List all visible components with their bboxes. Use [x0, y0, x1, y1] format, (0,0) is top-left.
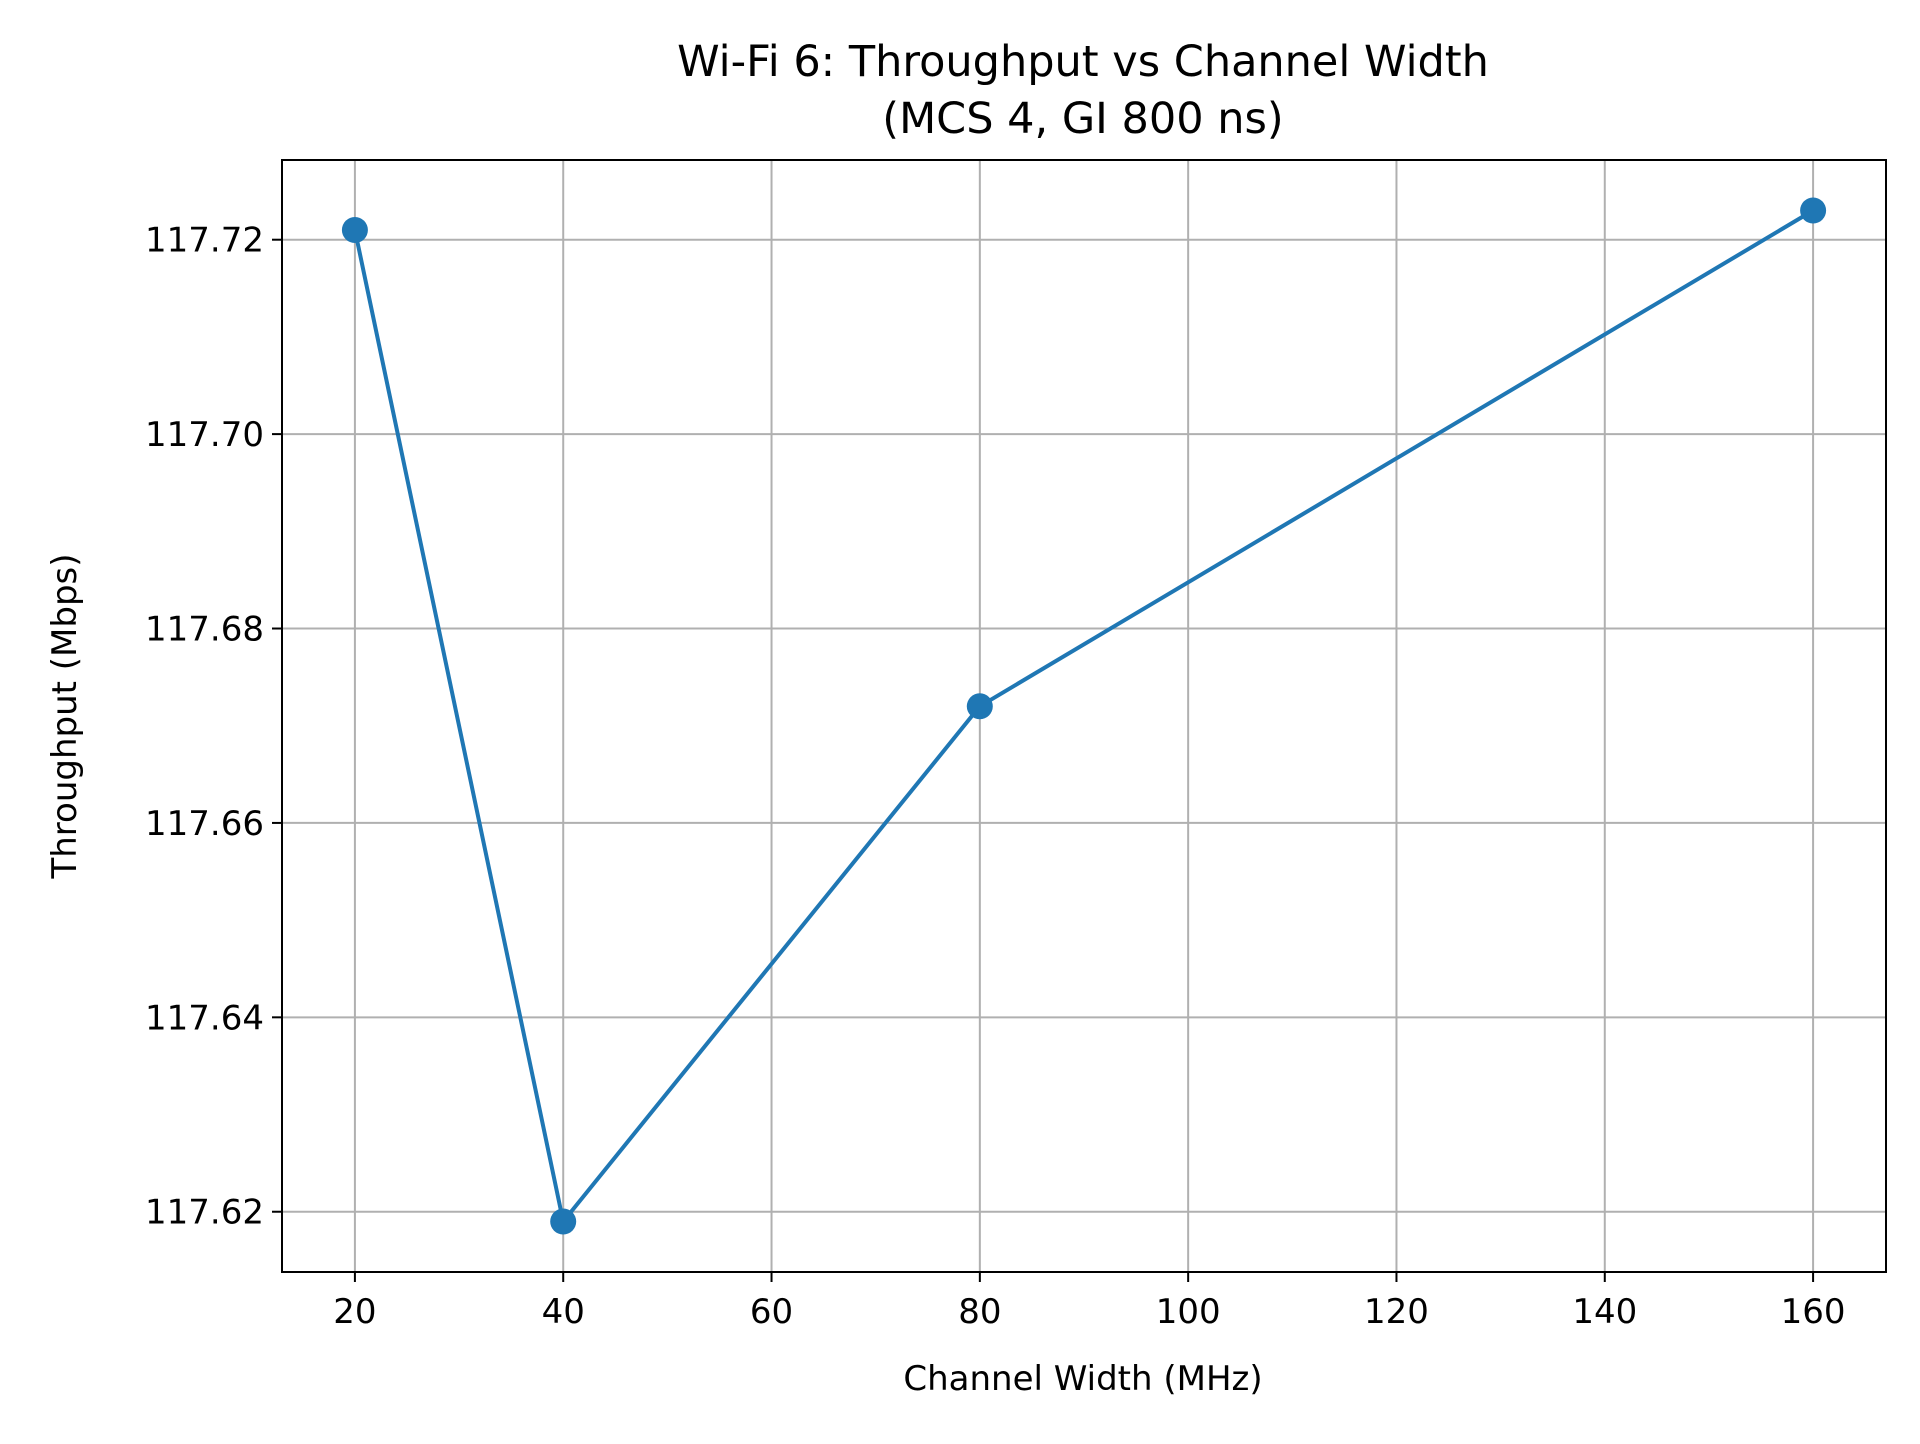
y-tick-label: 117.68: [145, 610, 264, 650]
x-axis-label: Channel Width (MHz): [903, 1359, 1262, 1399]
y-tick-label: 117.64: [145, 998, 264, 1038]
data-point: [966, 693, 993, 720]
plot-frame: [281, 159, 1887, 1273]
x-tick-label: 140: [1572, 1292, 1637, 1332]
x-tick-label: 80: [958, 1292, 1001, 1332]
x-tick-label: 120: [1364, 1292, 1429, 1332]
x-tick-label: 20: [333, 1292, 376, 1332]
grid-lines: [282, 160, 1886, 1272]
y-tick-label: 117.62: [145, 1193, 264, 1233]
y-tick-label: 117.72: [145, 221, 264, 261]
y-tick-label: 117.70: [145, 415, 264, 455]
chart-subtitle: (MCS 4, GI 800 ns): [882, 94, 1283, 144]
data-point: [550, 1208, 577, 1235]
series-layer: [341, 197, 1827, 1235]
x-tick-label: 160: [1781, 1292, 1846, 1332]
x-axis-ticks: 20 40 60 80 100 120 140 160: [333, 1272, 1846, 1332]
data-point: [341, 217, 368, 243]
series-line: [352, 208, 1815, 1224]
y-tick-label: 117.66: [145, 804, 264, 844]
x-tick-label: 100: [1156, 1292, 1221, 1332]
x-tick-label: 60: [750, 1292, 793, 1332]
y-axis-label: Throughput (Mbps): [45, 553, 85, 879]
chart-title: Wi-Fi 6: Throughput vs Channel Width: [677, 37, 1489, 87]
x-tick-label: 40: [542, 1292, 585, 1332]
y-axis-ticks: 117.62 117.64 117.66 117.68 117.70 117.72: [145, 221, 282, 1233]
data-point: [1800, 197, 1827, 224]
